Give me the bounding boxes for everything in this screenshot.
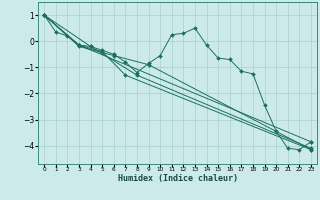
X-axis label: Humidex (Indice chaleur): Humidex (Indice chaleur) [118,174,238,183]
